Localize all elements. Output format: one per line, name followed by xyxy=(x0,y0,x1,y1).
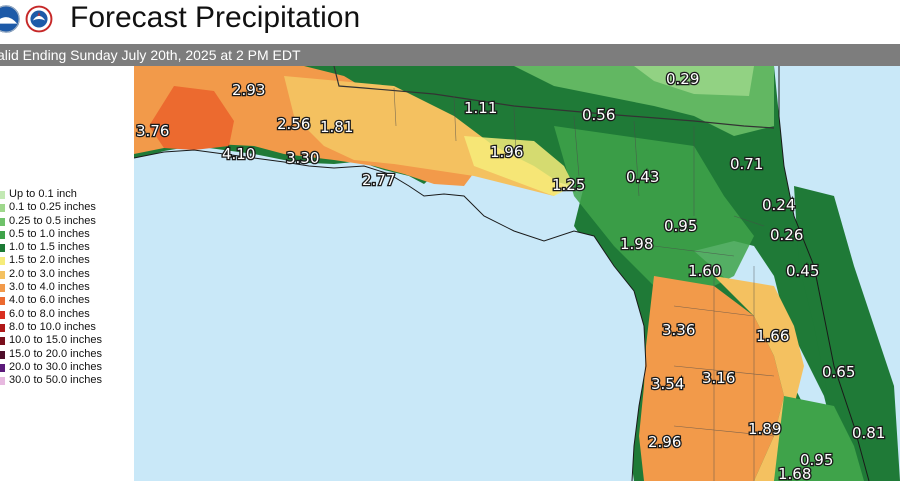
precip-label-jacksonville: 0.71 xyxy=(730,155,763,173)
precip-label-brooksville: 1.60 xyxy=(688,262,721,280)
legend-item: 30.0 to 50.0 inches xyxy=(0,374,134,387)
precip-label-lakeland: 3.36 xyxy=(662,321,695,339)
precip-label-venice: 2.96 xyxy=(648,433,681,451)
precip-label-ocala: 0.95 xyxy=(664,217,697,235)
legend-item: Up to 0.1 inch xyxy=(0,188,134,201)
legend-item: 3.0 to 4.0 inches xyxy=(0,281,134,294)
precip-label-panama-city: 3.30 xyxy=(286,149,319,167)
precip-label-panama-city-n: 2.56 xyxy=(277,115,310,133)
precip-label-marianna: 1.81 xyxy=(320,118,353,136)
legend-label: 6.0 to 8.0 inches xyxy=(9,307,90,320)
precip-label-perry: 1.96 xyxy=(490,143,523,161)
noaa-logo xyxy=(0,5,20,33)
precip-label-palm-beach: 0.81 xyxy=(852,424,885,442)
legend-swatch xyxy=(0,191,5,199)
precip-label-lake-city: 0.56 xyxy=(582,106,615,124)
east-coast-green xyxy=(794,186,900,481)
legend-swatch xyxy=(0,204,5,213)
legend-label: 2.0 to 3.0 inches xyxy=(9,267,90,280)
precip-label-palm-coast: 0.26 xyxy=(770,226,803,244)
state-border xyxy=(333,66,775,129)
precip-label-tallahassee: 1.11 xyxy=(464,99,497,117)
legend-label: 0.5 to 1.0 inches xyxy=(9,227,90,240)
bigbend-yellow xyxy=(464,136,574,196)
forecast-map: 3.76 2.93 4.10 2.56 1.81 3.30 2.77 1.11 1.96 1.25… xyxy=(134,66,900,481)
legend-item: 1.5 to 2.0 inches xyxy=(0,254,134,267)
precip-label-georgia: 0.29 xyxy=(666,70,699,88)
precip-label-okeechobee: 1.89 xyxy=(748,420,781,438)
header: Forecast Precipitation xyxy=(0,0,900,44)
land-mass xyxy=(134,66,900,481)
legend-item: 8.0 to 10.0 inches xyxy=(0,321,134,334)
legend-swatch xyxy=(0,310,5,319)
peninsula-orange xyxy=(639,276,784,481)
legend-swatch xyxy=(0,270,5,279)
legend-swatch xyxy=(0,244,5,253)
precip-label-melbourne-w: 1.66 xyxy=(756,327,789,345)
legend-item: 15.0 to 20.0 inches xyxy=(0,348,134,361)
legend-item: 0.5 to 1.0 inches xyxy=(0,228,134,241)
precip-label-sebring: 3.16 xyxy=(702,369,735,387)
valid-time-text: alid Ending Sunday July 20th, 2025 at 2 … xyxy=(0,47,301,63)
legend-swatch xyxy=(0,297,5,306)
legend-item: 1.0 to 1.5 inches xyxy=(0,241,134,254)
band-nw xyxy=(634,66,754,96)
legend-swatch xyxy=(0,350,5,359)
legend-item: 0.25 to 0.5 inches xyxy=(0,215,134,228)
band-central xyxy=(554,126,754,296)
legend-item: 4.0 to 6.0 inches xyxy=(0,294,134,307)
coastline xyxy=(134,149,647,481)
legend-label: 1.0 to 1.5 inches xyxy=(9,241,90,254)
legend-label: 10.0 to 15.0 inches xyxy=(9,334,102,347)
east-coastline xyxy=(778,66,870,481)
legend-swatch xyxy=(0,363,5,372)
legend-item: 0.1 to 0.25 inches xyxy=(0,201,134,214)
precip-labels: 3.76 2.93 4.10 2.56 1.813.30 2.77 1.11 1.96 1.25… xyxy=(135,69,887,481)
legend-label: 0.1 to 0.25 inches xyxy=(9,201,96,214)
valid-time-bar: alid Ending Sunday July 20th, 2025 at 2 … xyxy=(0,44,900,66)
legend-item: 6.0 to 8.0 inches xyxy=(0,308,134,321)
legend-label: 0.25 to 0.5 inches xyxy=(9,214,96,227)
legend-swatch xyxy=(0,323,5,332)
precip-label-vero-beach: 0.65 xyxy=(822,363,855,381)
precip-label-bottom: 1.68 xyxy=(778,465,811,481)
legend-swatch xyxy=(0,284,5,293)
precip-label-crystal-river: 1.98 xyxy=(620,235,653,253)
county-lines xyxy=(393,87,775,481)
precip-label-daytona: 0.45 xyxy=(786,262,819,280)
page-title: Forecast Precipitation xyxy=(70,1,361,34)
legend-item: 2.0 to 3.0 inches xyxy=(0,268,134,281)
precip-label-bradenton: 3.54 xyxy=(651,375,684,393)
legend-swatch xyxy=(0,217,5,226)
legend-label: 1.5 to 2.0 inches xyxy=(9,254,90,267)
legend-item: 10.0 to 15.0 inches xyxy=(0,334,134,347)
legend-swatch xyxy=(0,337,5,346)
precip-label-crestview: 2.93 xyxy=(232,81,265,99)
precip-label-st-augustine: 0.24 xyxy=(762,196,795,214)
nws-logo xyxy=(25,5,53,33)
precip-label-gainesville: 0.43 xyxy=(626,168,659,186)
legend-swatch xyxy=(0,257,5,266)
legend-swatch xyxy=(0,230,5,239)
precip-label-cross-city: 1.25 xyxy=(552,176,585,194)
precip-label-apalachicola: 2.77 xyxy=(362,171,395,189)
legend-label: 15.0 to 20.0 inches xyxy=(9,347,102,360)
legend-label: 3.0 to 4.0 inches xyxy=(9,281,90,294)
legend-label: 20.0 to 30.0 inches xyxy=(9,360,102,373)
legend-label: 30.0 to 50.0 inches xyxy=(9,374,102,387)
legend-label: 8.0 to 10.0 inches xyxy=(9,320,96,333)
precip-label-pensacola: 3.76 xyxy=(136,122,169,140)
map-canvas: 3.76 2.93 4.10 2.56 1.813.30 2.77 1.11 1.96 1.25… xyxy=(134,66,900,481)
legend-label: 4.0 to 6.0 inches xyxy=(9,294,90,307)
precip-label-south-fl: 0.95 xyxy=(800,451,833,469)
legend-swatch xyxy=(0,377,5,386)
legend-item: 20.0 to 30.0 inches xyxy=(0,361,134,374)
precip-label-destin: 4.10 xyxy=(222,145,255,163)
precipitation-legend: Up to 0.1 inch 0.1 to 0.25 inches 0.25 to … xyxy=(0,188,134,387)
panhandle-red xyxy=(149,86,234,150)
southfl-green xyxy=(774,396,864,481)
legend-label: Up to 0.1 inch xyxy=(9,188,77,200)
